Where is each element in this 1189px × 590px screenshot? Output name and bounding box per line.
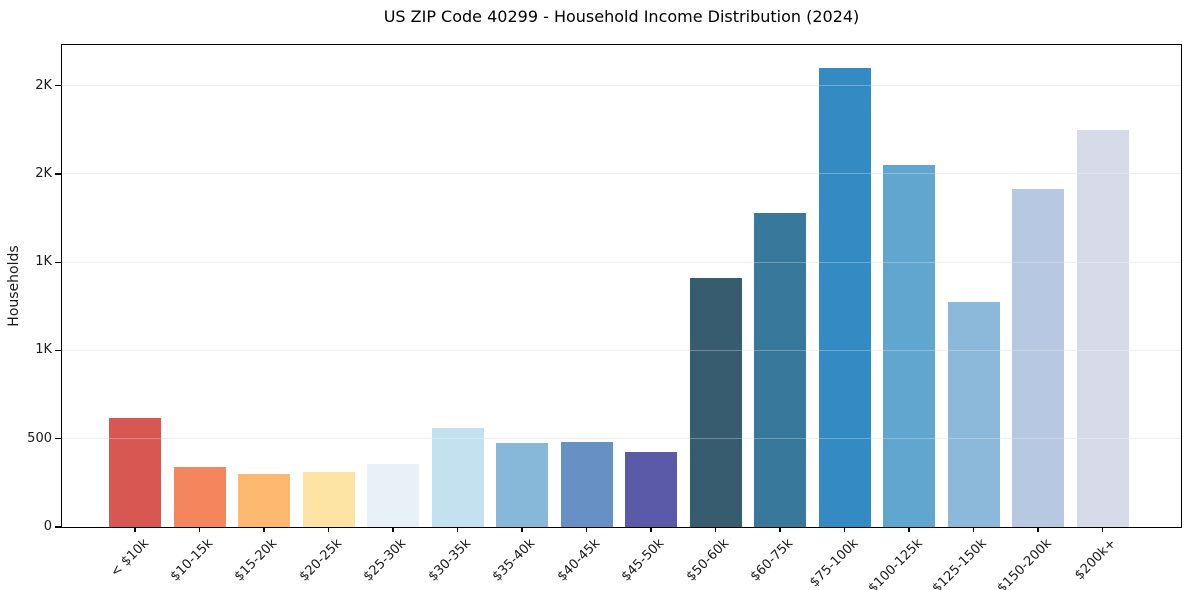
y-tick-label: 2K (35, 165, 52, 181)
x-tick (1101, 527, 1104, 532)
bar-$30-35k (431, 428, 484, 527)
bar-$125-150k (947, 301, 1000, 527)
x-tick (198, 527, 201, 532)
gridline-overlay (62, 85, 1181, 87)
gridline-overlay (62, 261, 1181, 263)
bar-$50-60k (689, 278, 742, 527)
gridline (62, 349, 1181, 351)
bar-$35-40k (496, 443, 548, 527)
y-tick (55, 438, 61, 440)
x-tick (714, 527, 717, 532)
y-tick-label: 500 (27, 430, 52, 446)
bar-$40-45k (560, 442, 613, 527)
y-tick (55, 173, 61, 175)
gridline (62, 173, 1181, 175)
gridline (62, 261, 1181, 263)
y-tick (55, 261, 61, 263)
x-tick-label: $150-200k (994, 536, 1055, 590)
x-tick (392, 527, 394, 532)
bar-$75-100k (818, 67, 871, 527)
x-tick (843, 527, 846, 532)
x-tick (134, 527, 136, 532)
x-tick-label: $15-20k (232, 536, 281, 585)
gridline-overlay (62, 438, 1181, 440)
x-tick (327, 527, 330, 532)
y-tick-label: 1K (35, 254, 52, 270)
bar-$10-15k (173, 466, 226, 527)
x-tick-label: $40-45k (554, 536, 604, 585)
y-tick-label: 0 (43, 519, 52, 534)
x-tick-label: $30-35k (425, 536, 475, 585)
x-tick-label: $20-25k (296, 536, 346, 585)
bar-< $10k (109, 417, 161, 527)
x-tick (650, 527, 652, 532)
x-tick (972, 527, 975, 532)
x-tick-label: $60-75k (748, 536, 797, 585)
y-tick (55, 85, 61, 87)
chart-title: US ZIP Code 40299 - Household Income Dis… (383, 7, 860, 26)
x-tick-label: $125-150k (929, 536, 991, 590)
x-tick (521, 527, 523, 532)
x-tick (456, 527, 459, 532)
x-tick-label: $25-30k (361, 536, 410, 585)
bar-$25-30k (367, 464, 419, 527)
y-tick-label: 2K (35, 77, 52, 93)
bar-$150-200k (1012, 188, 1064, 527)
x-tick (1037, 527, 1039, 532)
x-tick (779, 527, 781, 532)
gridline-overlay (62, 349, 1181, 351)
bar-$60-75k (754, 212, 806, 527)
x-tick-label: < $10k (107, 536, 152, 581)
x-tick (908, 527, 910, 532)
x-tick-label: $45-50k (619, 536, 668, 585)
y-tick (55, 349, 61, 352)
bar-$20-25k (302, 472, 355, 527)
x-tick-label: $10-15k (167, 536, 217, 585)
bar-$45-50k (625, 451, 677, 527)
gridline-overlay (62, 173, 1181, 175)
bar-$100-125k (883, 165, 935, 527)
x-tick (263, 527, 265, 532)
y-tick (55, 526, 61, 528)
bar-$200k+ (1076, 129, 1129, 527)
x-tick (585, 527, 588, 532)
x-tick-label: $75-100k (806, 536, 862, 590)
y-tick-label: 1K (35, 342, 52, 358)
gridline (62, 85, 1181, 87)
bar-$15-20k (238, 474, 290, 527)
gridline (62, 438, 1181, 440)
x-tick-label: $100-125k (865, 536, 926, 590)
x-tick-label: $50-60k (683, 536, 733, 585)
x-tick-label: $200k+ (1072, 536, 1120, 584)
x-tick-label: $35-40k (490, 536, 539, 585)
y-axis-label: Households (6, 245, 22, 327)
